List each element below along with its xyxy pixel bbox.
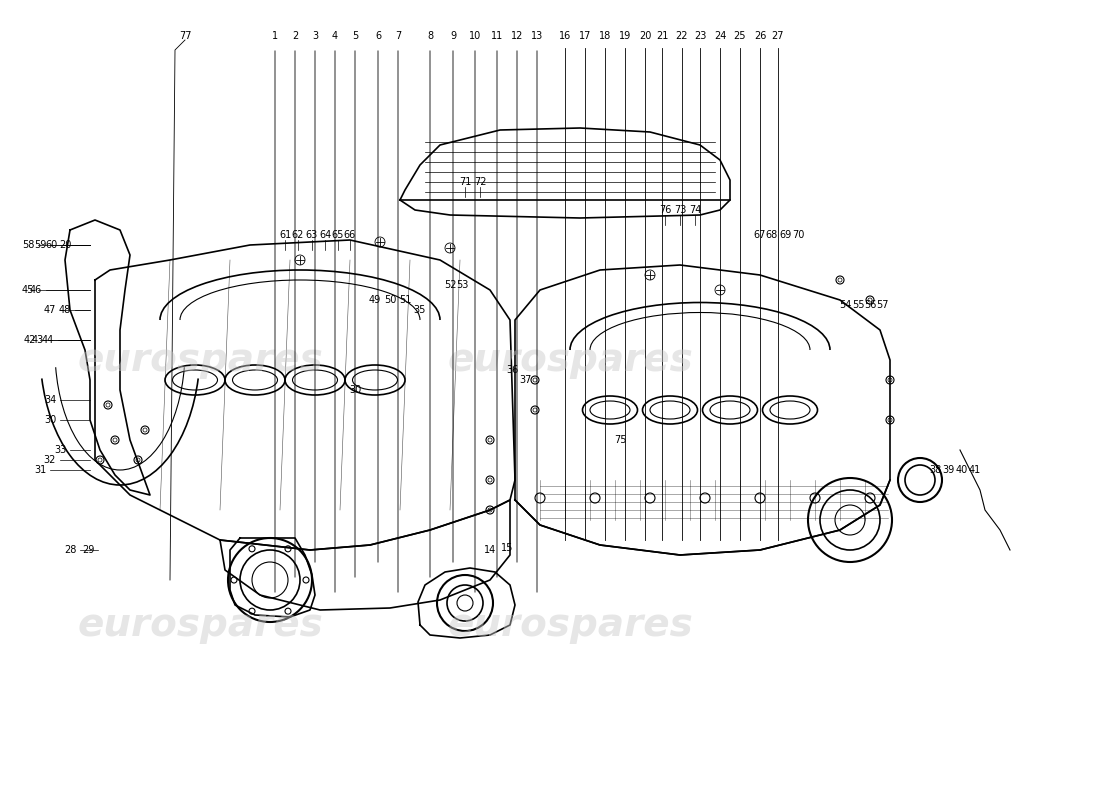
- Text: 17: 17: [579, 31, 591, 41]
- Text: 70: 70: [792, 230, 804, 240]
- Text: 9: 9: [450, 31, 456, 41]
- Text: eurospares: eurospares: [447, 606, 693, 644]
- Text: 14: 14: [484, 545, 496, 555]
- Text: 59: 59: [34, 240, 46, 250]
- Text: 2: 2: [292, 31, 298, 41]
- Text: 6: 6: [375, 31, 381, 41]
- Text: 12: 12: [510, 31, 524, 41]
- Text: 1: 1: [272, 31, 278, 41]
- Text: 29: 29: [81, 545, 95, 555]
- Text: 49: 49: [368, 295, 381, 305]
- Text: 20: 20: [639, 31, 651, 41]
- Text: 42: 42: [24, 335, 36, 345]
- Text: 8: 8: [427, 31, 433, 41]
- Text: 15: 15: [500, 543, 514, 553]
- Text: 23: 23: [694, 31, 706, 41]
- Text: 61: 61: [279, 230, 292, 240]
- Text: 63: 63: [306, 230, 318, 240]
- Text: 33: 33: [54, 445, 66, 455]
- Text: 5: 5: [352, 31, 359, 41]
- Text: 75: 75: [614, 435, 626, 445]
- Text: 50: 50: [384, 295, 396, 305]
- Text: 76: 76: [659, 205, 671, 215]
- Text: 22: 22: [675, 31, 689, 41]
- Text: 19: 19: [619, 31, 631, 41]
- Text: 62: 62: [292, 230, 305, 240]
- Text: 11: 11: [491, 31, 503, 41]
- Text: 41: 41: [969, 465, 981, 475]
- Text: 51: 51: [399, 295, 411, 305]
- Text: 4: 4: [332, 31, 338, 41]
- Text: eurospares: eurospares: [77, 341, 323, 379]
- Text: 3: 3: [312, 31, 318, 41]
- Text: 48: 48: [59, 305, 72, 315]
- Text: 64: 64: [319, 230, 331, 240]
- Text: 10: 10: [469, 31, 481, 41]
- Text: 39: 39: [942, 465, 954, 475]
- Text: 45: 45: [22, 285, 34, 295]
- Text: 57: 57: [876, 300, 889, 310]
- Text: 77: 77: [178, 31, 191, 41]
- Text: 47: 47: [44, 305, 56, 315]
- Text: 24: 24: [714, 31, 726, 41]
- Text: 26: 26: [754, 31, 767, 41]
- Text: 73: 73: [674, 205, 686, 215]
- Text: 28: 28: [64, 545, 76, 555]
- Text: 72: 72: [474, 177, 486, 187]
- Text: 18: 18: [598, 31, 612, 41]
- Text: 53: 53: [455, 280, 469, 290]
- Text: 71: 71: [459, 177, 471, 187]
- Text: 60: 60: [46, 240, 58, 250]
- Text: 55: 55: [851, 300, 865, 310]
- Text: 74: 74: [689, 205, 701, 215]
- Text: 32: 32: [44, 455, 56, 465]
- Text: 21: 21: [656, 31, 668, 41]
- Text: 13: 13: [531, 31, 543, 41]
- Text: 20: 20: [58, 240, 72, 250]
- Text: 37: 37: [519, 375, 531, 385]
- Text: eurospares: eurospares: [447, 341, 693, 379]
- Text: 34: 34: [44, 395, 56, 405]
- Text: 54: 54: [839, 300, 851, 310]
- Text: 31: 31: [34, 465, 46, 475]
- Text: 56: 56: [864, 300, 877, 310]
- Text: 58: 58: [22, 240, 34, 250]
- Text: 69: 69: [779, 230, 791, 240]
- Text: 30: 30: [44, 415, 56, 425]
- Text: 67: 67: [754, 230, 767, 240]
- Text: 25: 25: [734, 31, 746, 41]
- Text: eurospares: eurospares: [77, 606, 323, 644]
- Text: 65: 65: [332, 230, 344, 240]
- Text: 46: 46: [30, 285, 42, 295]
- Text: 68: 68: [766, 230, 778, 240]
- Text: 16: 16: [559, 31, 571, 41]
- Text: 44: 44: [42, 335, 54, 345]
- Text: 7: 7: [395, 31, 402, 41]
- Text: 40: 40: [956, 465, 968, 475]
- Text: 27: 27: [772, 31, 784, 41]
- Text: 35: 35: [414, 305, 426, 315]
- Text: 52: 52: [443, 280, 456, 290]
- Text: 66: 66: [344, 230, 356, 240]
- Text: 30: 30: [349, 385, 361, 395]
- Text: 36: 36: [506, 365, 518, 375]
- Text: 43: 43: [32, 335, 44, 345]
- Text: 38: 38: [928, 465, 942, 475]
